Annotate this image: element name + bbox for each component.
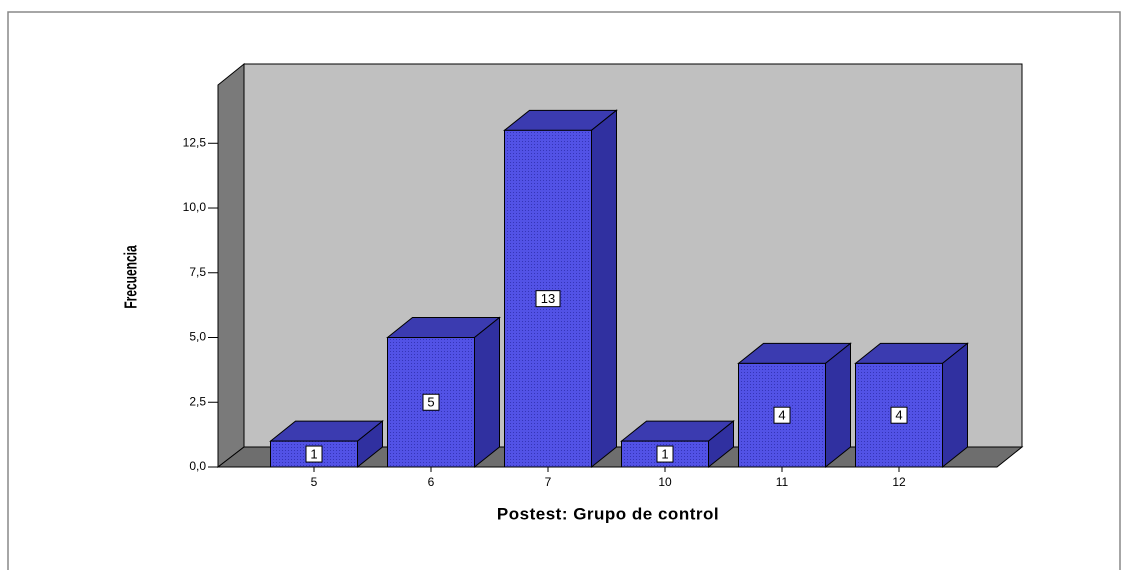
value-label-box	[535, 290, 561, 308]
value-label: 5	[427, 395, 434, 410]
x-tick-label: 6	[428, 475, 435, 489]
value-label-box	[305, 445, 323, 463]
y-tick-label: 0,0	[189, 459, 206, 473]
y-tick-label: 12,5	[183, 135, 207, 149]
side-wall	[217, 62, 245, 469]
value-label-box	[773, 406, 791, 424]
x-axis-label: Postest: Grupo de control	[497, 504, 719, 523]
value-label: 4	[778, 408, 785, 423]
y-tick-label: 7,5	[189, 265, 206, 279]
x-tick-label: 5	[311, 475, 318, 489]
bar-side	[591, 109, 617, 469]
frame	[7, 11, 1121, 570]
bar-side	[474, 316, 500, 469]
x-tick-label: 10	[658, 475, 672, 489]
value-label: 13	[541, 291, 555, 306]
bar-side	[825, 342, 851, 469]
value-label-box	[656, 445, 674, 463]
value-label: 4	[895, 408, 902, 423]
value-label-box	[422, 393, 440, 411]
x-tick-label: 11	[776, 475, 789, 489]
value-label-box	[890, 406, 908, 424]
y-tick-label: 5,0	[189, 330, 206, 344]
y-axis-label: Frecuencia	[123, 245, 142, 309]
x-tick-label: 7	[545, 475, 552, 489]
bar-side	[942, 342, 968, 469]
y-tick-label: 2,5	[189, 394, 206, 408]
x-tick-label: 12	[892, 475, 906, 489]
value-label: 1	[310, 446, 317, 461]
value-label: 1	[661, 446, 668, 461]
y-tick-label: 10,0	[183, 200, 207, 214]
